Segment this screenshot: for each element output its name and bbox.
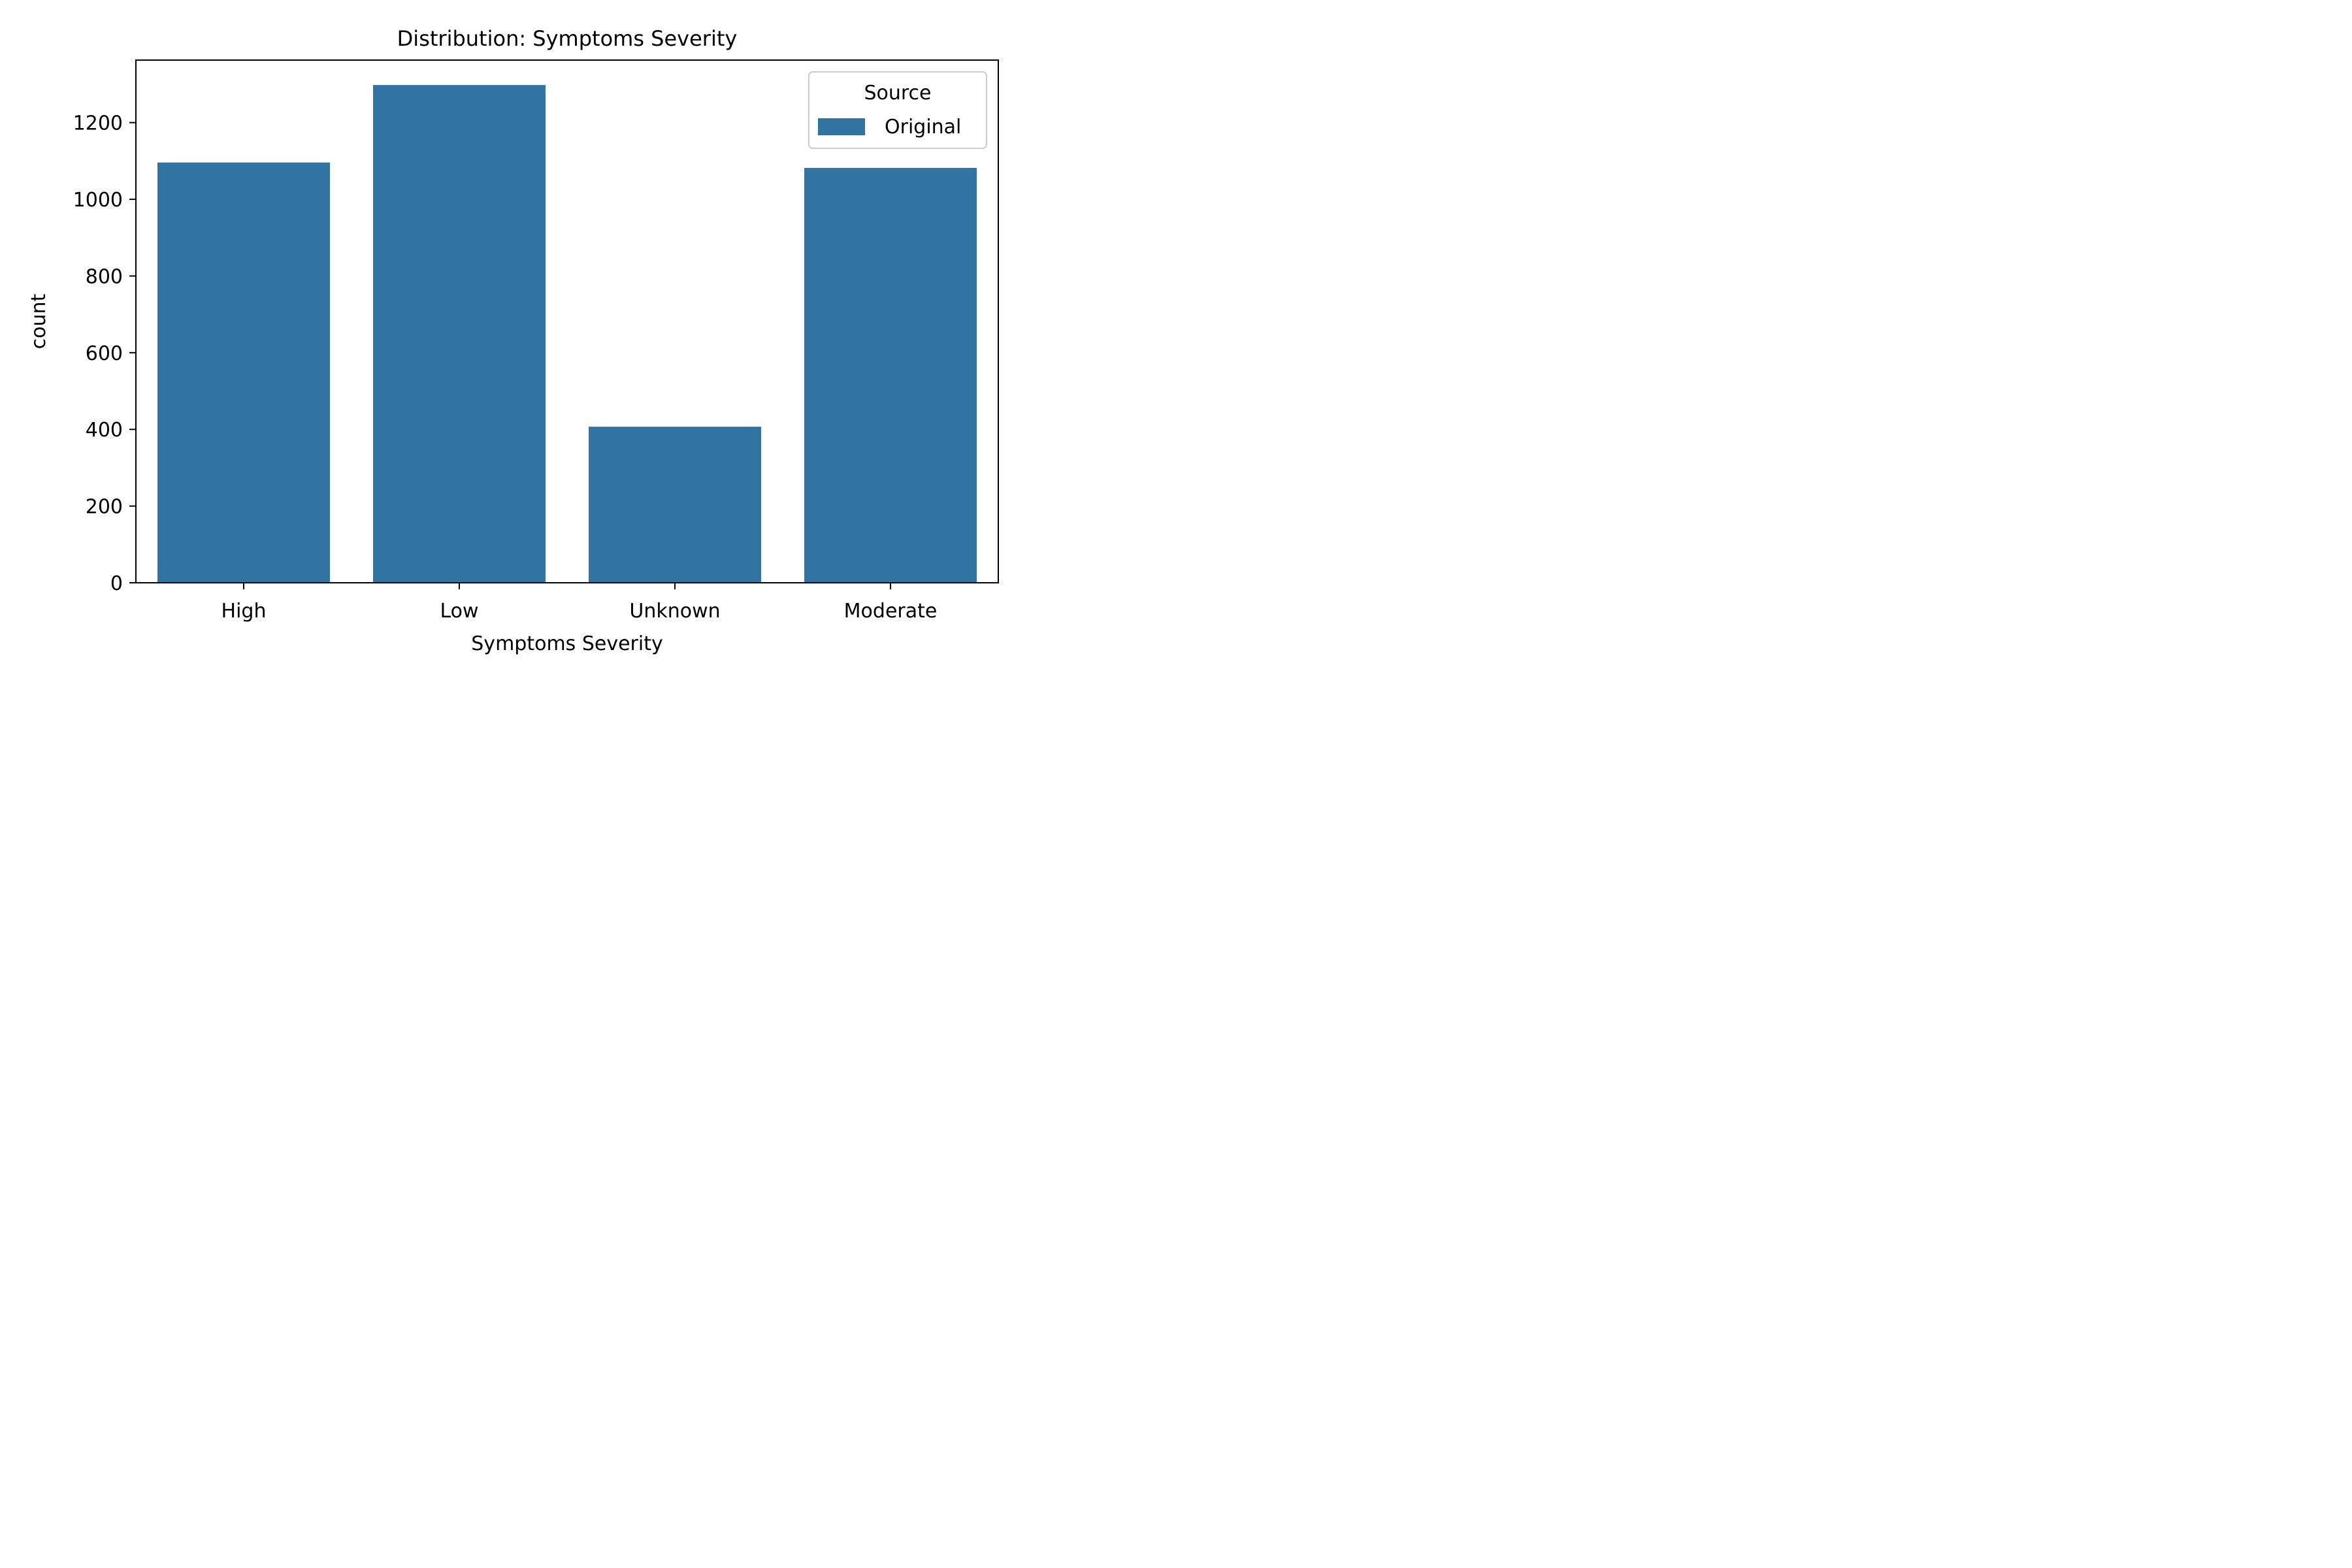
bar-low [373, 85, 546, 583]
bar-moderate [804, 167, 977, 583]
y-tick-label: 600 [86, 342, 123, 365]
y-tick-label: 400 [86, 419, 123, 442]
chart-title: Distribution: Symptoms Severity [397, 26, 738, 51]
bar-high [157, 162, 330, 583]
plot-frame [135, 59, 999, 583]
x-tick-label: Low [440, 600, 478, 623]
legend-label: Original [885, 116, 961, 139]
x-axis-ticks: High Low Unknown Moderate [221, 583, 938, 623]
x-tick-label: High [221, 600, 267, 623]
y-tick-label: 0 [110, 572, 123, 595]
x-tick-label: Unknown [629, 600, 720, 623]
x-tick-label: Moderate [844, 600, 938, 623]
legend: Source Original [808, 71, 987, 149]
y-tick-label: 200 [86, 496, 123, 519]
legend-swatch [818, 118, 865, 135]
y-tick-label: 1000 [73, 189, 123, 212]
y-axis-label: count [27, 293, 50, 349]
bar-chart: Distribution: Symptoms Severity 0 200 400 6… [0, 0, 1019, 679]
bar-unknown [589, 427, 761, 583]
y-axis-ticks: 0 200 400 600 800 1000 1200 [73, 112, 136, 595]
y-tick-label: 800 [86, 265, 123, 288]
bars-layer [157, 85, 977, 583]
legend-title: Source [864, 82, 931, 105]
x-axis-label: Symptoms Severity [471, 632, 662, 655]
y-tick-label: 1200 [73, 112, 123, 135]
